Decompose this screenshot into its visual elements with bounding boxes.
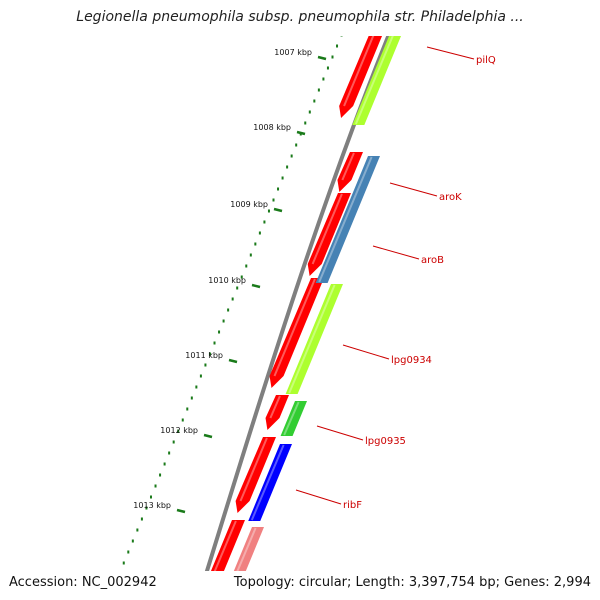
tick-label: 1007 kbp: [274, 48, 312, 57]
label-leader-line: [372, 245, 420, 260]
tick-label: 1008 kbp: [253, 123, 291, 132]
gene-ribF-arrow[interactable]: [248, 444, 292, 521]
label-leader-line: [316, 425, 364, 441]
cds-arrow[interactable]: [307, 193, 351, 276]
gene-lpg0934-arrow[interactable]: [285, 284, 343, 394]
gene-label-ribF[interactable]: ribF: [343, 500, 362, 511]
tick-mark: [273, 207, 283, 213]
tick-label: 1009 kbp: [230, 200, 268, 209]
label-leader-line: [389, 182, 438, 197]
topology-summary: Topology: circular; Length: 3,397,754 bp…: [233, 575, 591, 590]
gene-aroK-arrow[interactable]: [315, 156, 380, 283]
gene-label-lpg0935[interactable]: lpg0935: [365, 436, 406, 447]
tick-mark: [228, 358, 238, 364]
gene-label-aroB[interactable]: aroB: [421, 255, 444, 266]
feature-track: [214, 0, 420, 600]
gene-lpg0935-arrow[interactable]: [280, 401, 307, 436]
tick-mark: [296, 130, 306, 136]
label-leader-line: [342, 344, 390, 360]
gene-label-aroK[interactable]: aroK: [439, 192, 462, 203]
tick-mark: [176, 508, 186, 514]
cds-arrow[interactable]: [339, 0, 401, 118]
label-leader-line: [295, 489, 342, 505]
cds-track: [191, 0, 401, 600]
accession-text: Accession: NC_002942: [9, 575, 157, 590]
tick-mark: [203, 433, 213, 439]
faded-cds-arrow[interactable]: [214, 527, 264, 600]
tick-mark: [251, 283, 261, 289]
gene-labels: pilQ aroK aroB lpg0934 lpg0935 ribF: [295, 46, 496, 511]
tick-label: 1010 kbp: [208, 276, 246, 285]
tick-label: 1012 kbp: [160, 426, 198, 435]
gene-label-lpg0934[interactable]: lpg0934: [391, 355, 432, 366]
cds-arrow[interactable]: [269, 278, 324, 388]
cds-arrow[interactable]: [191, 520, 245, 600]
label-leader-line: [426, 46, 475, 60]
cds-arrow[interactable]: [265, 395, 289, 430]
tick-mark: [317, 55, 327, 61]
map-title: Legionella pneumophila subsp. pneumophil…: [76, 9, 524, 25]
gene-pilQ-arrow[interactable]: [352, 0, 420, 125]
tick-label: 1013 kbp: [133, 501, 171, 510]
gene-label-pilQ[interactable]: pilQ: [476, 55, 496, 66]
cds-arrow[interactable]: [235, 437, 276, 513]
scale-ticks: 1007 kbp 1008 kbp 1009 kbp 1010 kbp 1011 kbp…: [122, 36, 343, 565]
tick-label: 1011 kbp: [185, 351, 223, 360]
cds-arrow[interactable]: [337, 152, 363, 192]
